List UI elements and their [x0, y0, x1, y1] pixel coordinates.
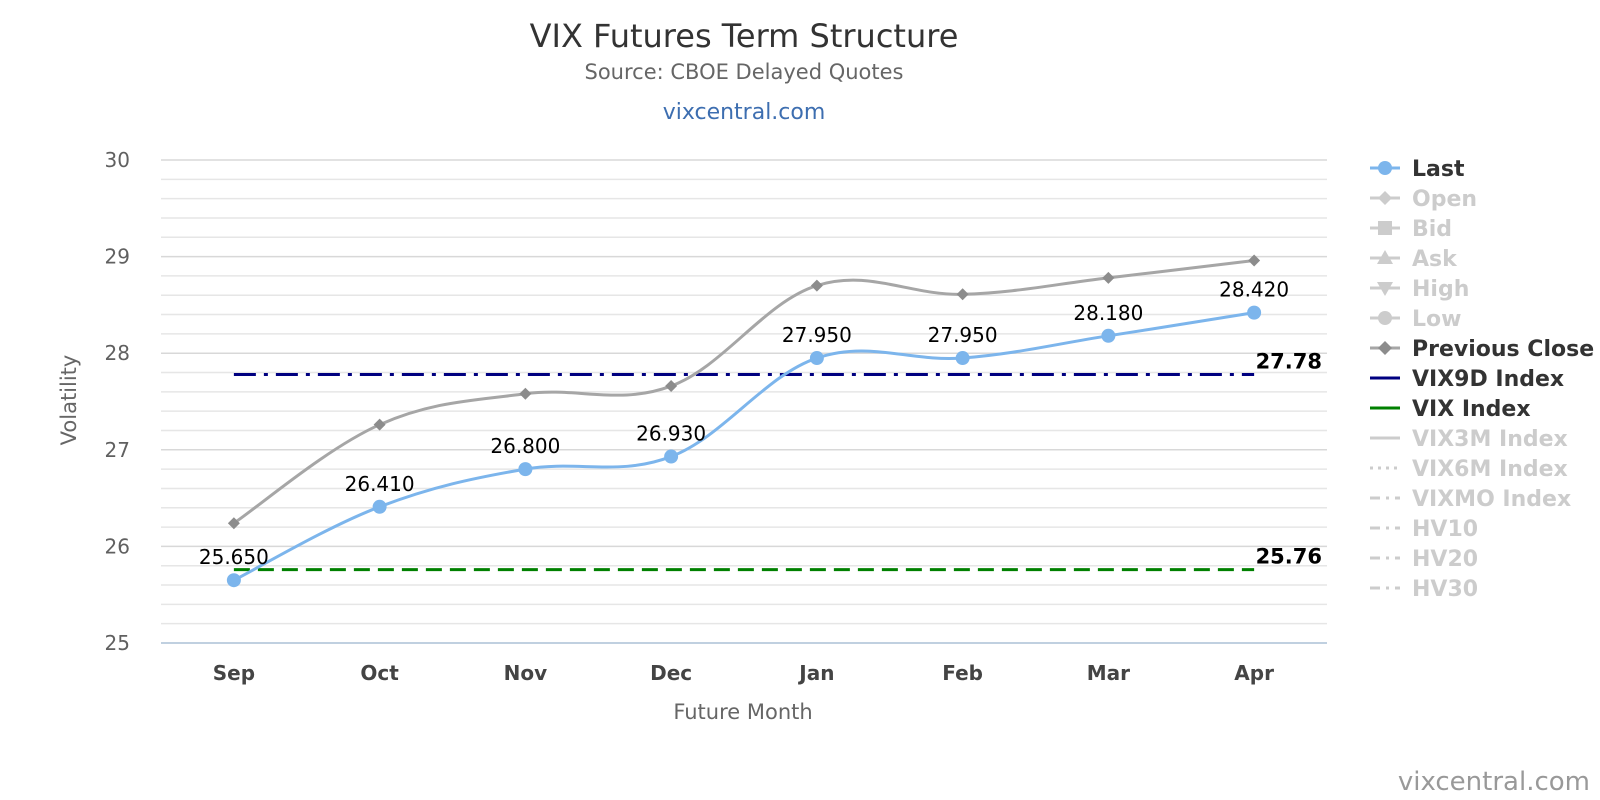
y-tick-label: 26 — [105, 534, 130, 558]
x-tick-label: Mar — [1087, 661, 1130, 685]
series-line-previous-close — [233, 258, 1255, 525]
legend-label: Open — [1412, 187, 1477, 212]
legend-label: Previous Close — [1412, 337, 1594, 362]
previous-close-point[interactable] — [373, 418, 386, 431]
grid-lines — [161, 159, 1327, 644]
series-line-last — [233, 311, 1255, 582]
legend-item[interactable]: HV10 — [1370, 517, 1478, 542]
reference-line-label: 25.76 — [1256, 545, 1322, 569]
previous-close-point[interactable] — [956, 288, 969, 301]
legend-item[interactable]: High — [1370, 277, 1469, 302]
data-label: 27.950 — [928, 323, 998, 347]
previous-close-point[interactable] — [227, 517, 240, 530]
y-tick-label: 29 — [105, 245, 130, 269]
legend-label: VIXMO Index — [1412, 487, 1571, 512]
legend: Last Open Bid Ask High Low Previous Close VIX9D… — [1370, 157, 1594, 602]
data-label: 28.420 — [1219, 278, 1289, 302]
legend-item[interactable]: HV30 — [1370, 577, 1478, 602]
legend-item[interactable]: HV20 — [1370, 547, 1478, 572]
legend-triangle-icon — [1377, 250, 1393, 264]
legend-item[interactable]: VIXMO Index — [1370, 487, 1571, 512]
legend-label: Ask — [1412, 247, 1458, 272]
legend-item[interactable]: VIX6M Index — [1370, 457, 1568, 482]
legend-item[interactable]: VIX3M Index — [1370, 427, 1568, 452]
data-labels: 25.650 26.410 26.800 26.930 27.950 27.950 28.1… — [199, 278, 1289, 570]
legend-diamond-icon — [1378, 341, 1392, 355]
legend-label: VIX Index — [1412, 397, 1531, 422]
y-axis-ticks: 25 26 27 28 29 30 — [105, 148, 130, 655]
legend-label: HV30 — [1412, 577, 1478, 602]
y-tick-label: 27 — [105, 438, 130, 462]
x-tick-label: Oct — [360, 661, 399, 685]
legend-triangle-down-icon — [1377, 282, 1393, 296]
series-layer — [226, 254, 1262, 588]
legend-label: VIX3M Index — [1412, 427, 1568, 452]
legend-item[interactable]: Previous Close — [1370, 337, 1594, 362]
data-label: 28.180 — [1073, 301, 1143, 325]
last-point[interactable] — [372, 499, 387, 514]
legend-label: Last — [1412, 157, 1465, 182]
previous-close-point[interactable] — [519, 387, 532, 400]
legend-item[interactable]: Bid — [1370, 217, 1452, 242]
legend-item[interactable]: VIX9D Index — [1370, 367, 1564, 392]
last-point[interactable] — [664, 449, 679, 464]
x-tick-label: Feb — [942, 661, 983, 685]
legend-item[interactable]: Low — [1370, 307, 1461, 332]
x-tick-label: Apr — [1234, 661, 1274, 685]
data-label: 27.950 — [782, 323, 852, 347]
legend-item[interactable]: Ask — [1370, 247, 1458, 272]
legend-label: HV10 — [1412, 517, 1478, 542]
legend-label: VIX9D Index — [1412, 367, 1564, 392]
y-tick-label: 28 — [105, 341, 130, 365]
legend-item[interactable]: Open — [1370, 187, 1477, 212]
last-point[interactable] — [809, 351, 824, 366]
x-axis-title: Future Month — [673, 700, 812, 724]
chart-subtitle: Source: CBOE Delayed Quotes — [585, 60, 904, 84]
legend-item[interactable]: VIX Index — [1370, 397, 1531, 422]
legend-item[interactable]: Last — [1370, 157, 1465, 182]
previous-close-point[interactable] — [665, 380, 678, 393]
previous-close-point[interactable] — [810, 279, 823, 292]
legend-label: HV20 — [1412, 547, 1478, 572]
x-axis-ticks: Sep Oct Nov Dec Jan Feb Mar Apr — [213, 661, 1274, 685]
legend-label: High — [1412, 277, 1469, 302]
legend-circle-icon — [1378, 161, 1392, 175]
y-tick-label: 25 — [105, 631, 130, 655]
last-point[interactable] — [955, 351, 970, 366]
data-label: 26.410 — [345, 472, 415, 496]
last-point[interactable] — [226, 573, 241, 588]
y-tick-label: 30 — [105, 148, 130, 172]
site-link[interactable]: vixcentral.com — [663, 100, 826, 125]
chart-title: VIX Futures Term Structure — [530, 17, 959, 55]
last-point[interactable] — [1101, 328, 1116, 343]
last-point[interactable] — [1247, 305, 1262, 320]
data-label: 25.650 — [199, 545, 269, 569]
legend-label: Low — [1412, 307, 1461, 332]
x-tick-label: Sep — [213, 661, 255, 685]
reference-lines: 27.78 25.76 — [233, 349, 1322, 572]
y-axis-title: Volatility — [57, 355, 81, 446]
x-tick-label: Jan — [797, 661, 834, 685]
legend-label: VIX6M Index — [1412, 457, 1568, 482]
previous-close-point[interactable] — [1102, 271, 1115, 284]
legend-diamond-icon — [1378, 191, 1392, 205]
x-tick-label: Dec — [650, 661, 692, 685]
legend-label: Bid — [1412, 217, 1452, 242]
legend-square-icon — [1378, 221, 1392, 235]
credit-text[interactable]: vixcentral.com — [1398, 767, 1590, 797]
reference-line-label: 27.78 — [1256, 349, 1322, 373]
data-label: 26.800 — [490, 434, 560, 458]
last-point[interactable] — [518, 462, 533, 477]
x-tick-label: Nov — [504, 661, 548, 685]
legend-circle-icon — [1378, 311, 1392, 325]
previous-close-point[interactable] — [1248, 254, 1261, 267]
data-label: 26.930 — [636, 422, 706, 446]
